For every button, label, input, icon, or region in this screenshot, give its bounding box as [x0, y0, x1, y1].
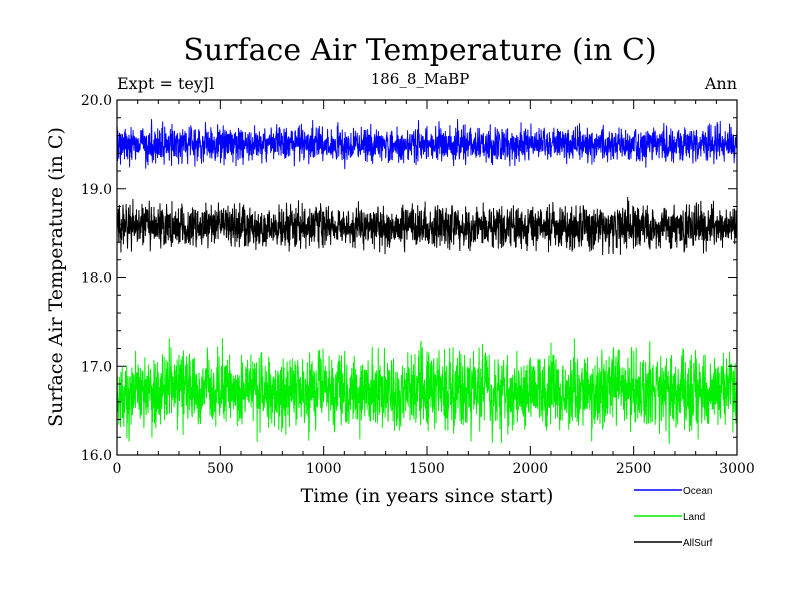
- y-axis-label: Surface Air Temperature (in C): [45, 127, 67, 427]
- y-tick-label: 18.0: [81, 271, 112, 287]
- series-line-land: [116, 338, 738, 444]
- chart-subtitle: 186_8_MaBP: [371, 70, 470, 88]
- legend-label-ocean: Ocean: [683, 486, 712, 497]
- x-tick-label: 1500: [409, 461, 445, 477]
- legend-label-land: Land: [683, 512, 705, 523]
- legend: Ocean Land AllSurf: [634, 486, 713, 549]
- y-tick-label: 19.0: [81, 182, 112, 198]
- series-layer: [116, 119, 738, 444]
- experiment-label: Expt = teyJl: [117, 74, 214, 93]
- season-label: Ann: [704, 74, 737, 93]
- x-tick-label: 1000: [306, 461, 342, 477]
- series-line-ocean: [116, 119, 738, 170]
- x-axis-label: Time (in years since start): [301, 485, 554, 507]
- axis-ticks: 0 500 1000 1500 2000 2500 3000 16.0 17.0 18.0 19.0…: [81, 93, 755, 477]
- x-tick-label: 3000: [719, 461, 755, 477]
- legend-label-allsurf: AllSurf: [683, 538, 713, 549]
- y-tick-label: 16.0: [81, 448, 112, 464]
- x-tick-label: 2500: [616, 461, 652, 477]
- x-tick-label: 500: [207, 461, 234, 477]
- x-tick-label: 0: [113, 461, 122, 477]
- chart-title: Surface Air Temperature (in C): [183, 33, 656, 68]
- y-tick-label: 17.0: [81, 359, 112, 375]
- x-tick-label: 2000: [513, 461, 549, 477]
- y-tick-label: 20.0: [81, 93, 112, 109]
- series-line-allsurf: [116, 196, 738, 256]
